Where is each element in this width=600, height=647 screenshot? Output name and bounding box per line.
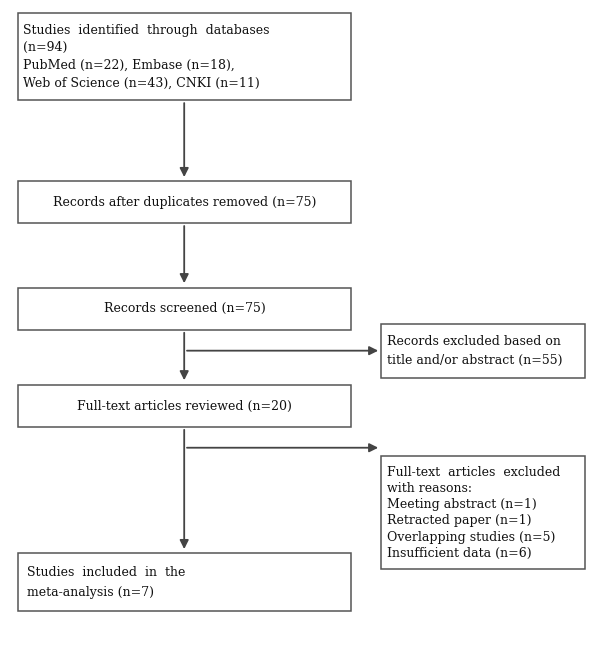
Text: Meeting abstract (n=1): Meeting abstract (n=1) — [387, 498, 537, 511]
Text: Records excluded based on: Records excluded based on — [387, 335, 561, 348]
Text: Studies  included  in  the: Studies included in the — [27, 566, 185, 579]
Text: Full-text articles reviewed (n=20): Full-text articles reviewed (n=20) — [77, 399, 292, 413]
Text: Retracted paper (n=1): Retracted paper (n=1) — [387, 514, 532, 527]
Text: with reasons:: with reasons: — [387, 482, 472, 495]
Text: Studies  identified  through  databases: Studies identified through databases — [23, 24, 269, 37]
Text: Records after duplicates removed (n=75): Records after duplicates removed (n=75) — [53, 195, 316, 209]
FancyBboxPatch shape — [381, 324, 585, 378]
FancyBboxPatch shape — [18, 181, 351, 223]
FancyBboxPatch shape — [381, 456, 585, 569]
Text: Records screened (n=75): Records screened (n=75) — [104, 302, 265, 316]
Text: (n=94): (n=94) — [23, 41, 67, 54]
FancyBboxPatch shape — [18, 553, 351, 611]
Text: meta-analysis (n=7): meta-analysis (n=7) — [27, 586, 154, 598]
FancyBboxPatch shape — [18, 288, 351, 330]
Text: title and/or abstract (n=55): title and/or abstract (n=55) — [387, 354, 563, 367]
Text: PubMed (n=22), Embase (n=18),: PubMed (n=22), Embase (n=18), — [23, 59, 235, 72]
Text: Overlapping studies (n=5): Overlapping studies (n=5) — [387, 531, 556, 543]
FancyBboxPatch shape — [18, 385, 351, 427]
Text: Insufficient data (n=6): Insufficient data (n=6) — [387, 547, 532, 560]
Text: Web of Science (n=43), CNKI (n=11): Web of Science (n=43), CNKI (n=11) — [23, 76, 260, 89]
Text: Full-text  articles  excluded: Full-text articles excluded — [387, 466, 560, 479]
FancyBboxPatch shape — [18, 13, 351, 100]
